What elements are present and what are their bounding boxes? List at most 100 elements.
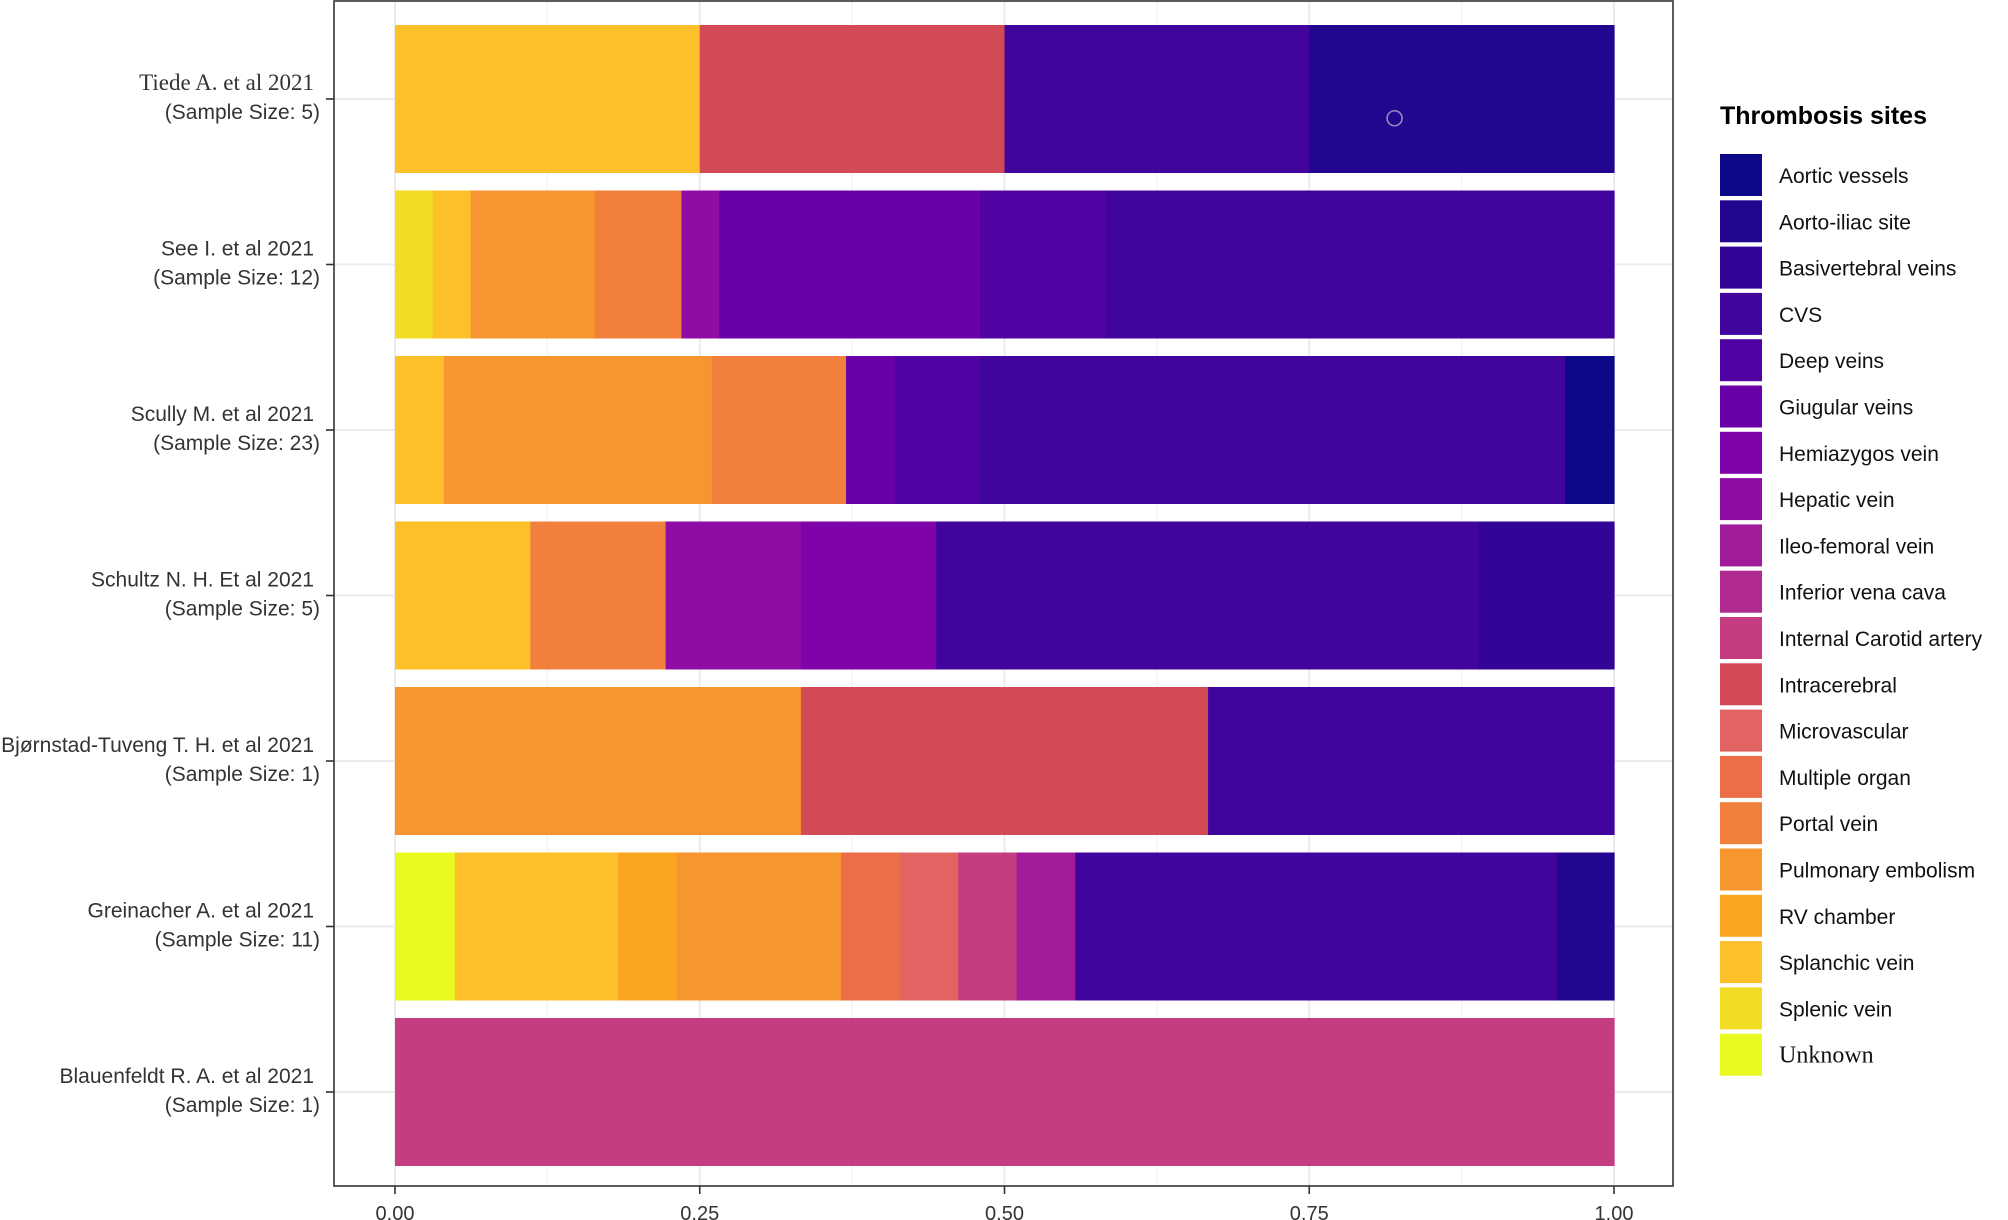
legend-label-internal-carotid-artery: Internal Carotid artery — [1779, 628, 1983, 651]
bar-segment-internal-carotid-artery — [395, 1018, 1615, 1166]
legend-key-internal-carotid-artery — [1720, 617, 1762, 659]
legend-key-aorto-iliac-site — [1720, 200, 1762, 243]
bar-segment-portal-vein — [711, 356, 847, 504]
bar-segment-unknown — [395, 852, 456, 1001]
y-tick-label-sample-size: (Sample Size: 5) — [165, 598, 320, 621]
bar-segment-portal-vein — [594, 190, 683, 339]
legend-key-intracerebral — [1720, 663, 1762, 706]
bar-segment-hepatic-vein — [665, 521, 802, 670]
legend-label-deep-veins: Deep veins — [1779, 350, 1884, 373]
legend-label-unknown: Unknown — [1779, 1043, 1874, 1069]
bar-segment-cvs — [980, 356, 1566, 504]
legend-label-hemiazygos-vein: Hemiazygos vein — [1779, 443, 1939, 466]
legend-label-splenic-vein: Splenic vein — [1779, 998, 1892, 1021]
bar-segment-pulmonary-embolism — [395, 687, 802, 835]
legend-key-unknown — [1720, 1033, 1762, 1076]
legend-label-basivertebral-veins: Basivertebral veins — [1779, 258, 1956, 281]
bar-segment-intracerebral — [699, 25, 1006, 173]
x-tick-label: 0.25 — [680, 1203, 719, 1220]
bar-segment-cvs — [1105, 190, 1615, 339]
x-tick-label: 0.75 — [1290, 1203, 1329, 1220]
bar-segment-cvs — [1075, 852, 1558, 1001]
legend-key-ileo-femoral-vein — [1720, 524, 1762, 567]
legend-label-ileo-femoral-vein: Ileo-femoral vein — [1779, 535, 1934, 558]
legend-key-hepatic-vein — [1720, 478, 1762, 521]
y-axis: Tiede A. et al 2021 (Sample Size: 5) See I… — [1, 70, 334, 1117]
y-tick-label-sample-size: (Sample Size: 1) — [165, 1094, 320, 1117]
x-axis: 0.00 0.25 0.50 0.75 1.00 — [376, 1186, 1634, 1220]
bar-segment-splanchic-vein — [454, 852, 619, 1001]
bar-segment-aorto-iliac-site — [1309, 25, 1615, 173]
legend-label-hepatic-vein: Hepatic vein — [1779, 489, 1895, 512]
bar-segment-giugular-veins — [846, 356, 896, 504]
bar-segment-giugular-veins — [719, 190, 981, 339]
y-tick-label-study: Greinacher A. et al 2021 — [88, 900, 314, 923]
bars — [395, 25, 1615, 1166]
y-tick-label-study: Schultz N. H. Et al 2021 — [91, 569, 314, 592]
legend-key-aortic-vessels — [1720, 154, 1762, 196]
bar-segment-deep-veins — [980, 190, 1107, 339]
bar-segment-pulmonary-embolism — [676, 852, 842, 1001]
legend-label-aorto-iliac-site: Aorto-iliac site — [1779, 211, 1911, 234]
bar-segment-pulmonary-embolism — [443, 356, 713, 504]
y-tick-label-study: Tiede A. et al 2021 — [139, 70, 314, 95]
bar-segment-multiple-organ — [841, 852, 901, 1001]
legend-label-pulmonary-embolism: Pulmonary embolism — [1779, 860, 1975, 883]
legend-key-microvascular — [1720, 709, 1762, 752]
bar-segment-rv-chamber — [618, 852, 678, 1001]
bar-segment-pulmonary-embolism — [470, 190, 596, 339]
legend-label-intracerebral: Intracerebral — [1779, 674, 1897, 697]
legend-label-microvascular: Microvascular — [1779, 721, 1909, 744]
legend-label-splanchic-vein: Splanchic vein — [1779, 952, 1914, 975]
legend-key-rv-chamber — [1720, 894, 1762, 937]
y-tick-label-sample-size: (Sample Size: 1) — [165, 763, 320, 786]
legend-key-deep-veins — [1720, 339, 1762, 382]
legend-key-pulmonary-embolism — [1720, 848, 1762, 891]
y-tick-label-sample-size: (Sample Size: 23) — [153, 432, 320, 455]
legend-label-portal-vein: Portal vein — [1779, 813, 1878, 836]
y-tick-label-study: See I. et al 2021 — [161, 238, 314, 261]
legend-key-hemiazygos-vein — [1720, 431, 1762, 474]
legend-key-inferior-vena-cava — [1720, 570, 1762, 613]
legend-key-multiple-organ — [1720, 755, 1762, 798]
bar-segment-splanchic-vein — [432, 190, 472, 339]
bar-segment-cvs — [1004, 25, 1310, 173]
marker-circle — [1386, 109, 1403, 127]
plot-panel-border — [333, 0, 1674, 1187]
x-tick-label: 0.00 — [376, 1203, 415, 1220]
legend-title: Thrombosis sites — [1720, 102, 1927, 130]
legend-key-basivertebral-veins — [1720, 246, 1762, 289]
x-tick-label: 1.00 — [1595, 1203, 1634, 1220]
legend-key-portal-vein — [1720, 802, 1762, 845]
bar-segment-aorto-iliac-site — [1556, 852, 1615, 1001]
legend-label-rv-chamber: RV chamber — [1779, 906, 1895, 929]
legend-label-cvs: CVS — [1779, 304, 1822, 327]
x-tick-label: 0.50 — [985, 1203, 1024, 1220]
legend-label-giugular-veins: Giugular veins — [1779, 397, 1913, 420]
y-tick-label-study: Scully M. et al 2021 — [131, 403, 314, 426]
bar-segment-splanchic-vein — [395, 521, 531, 670]
bar-segment-ileo-femoral-vein — [1016, 852, 1076, 1001]
y-tick-label-sample-size: (Sample Size: 5) — [165, 101, 320, 124]
bar-segment-cvs — [1208, 687, 1615, 835]
legend-label-aortic-vessels: Aortic vessels — [1779, 165, 1909, 188]
bar-segment-splanchic-vein — [395, 356, 445, 504]
bar-segment-intracerebral — [800, 687, 1209, 835]
y-tick-label-sample-size: (Sample Size: 12) — [153, 267, 320, 290]
legend-key-giugular-veins — [1720, 385, 1762, 428]
y-tick-label-sample-size: (Sample Size: 11) — [155, 929, 320, 952]
legend-label-inferior-vena-cava: Inferior vena cava — [1779, 582, 1946, 605]
bar-segment-basivertebral-veins — [1478, 521, 1615, 670]
bar-segment-cvs — [936, 521, 1480, 670]
bar-segment-microvascular — [899, 852, 959, 1001]
bar-segment-splenic-vein — [395, 190, 434, 339]
bar-segment-hepatic-vein — [681, 190, 720, 339]
legend-key-splenic-vein — [1720, 987, 1762, 1030]
bar-segment-splanchic-vein — [395, 25, 701, 173]
y-tick-label-study: Bjørnstad-Tuveng T. H. et al 2021 — [1, 734, 314, 757]
bar-segment-hemiazygos-vein — [800, 521, 937, 670]
y-tick-label-study: Blauenfeldt R. A. et al 2021 — [59, 1065, 314, 1088]
legend-key-splanchic-vein — [1720, 941, 1762, 984]
bar-segment-internal-carotid-artery — [958, 852, 1018, 1001]
